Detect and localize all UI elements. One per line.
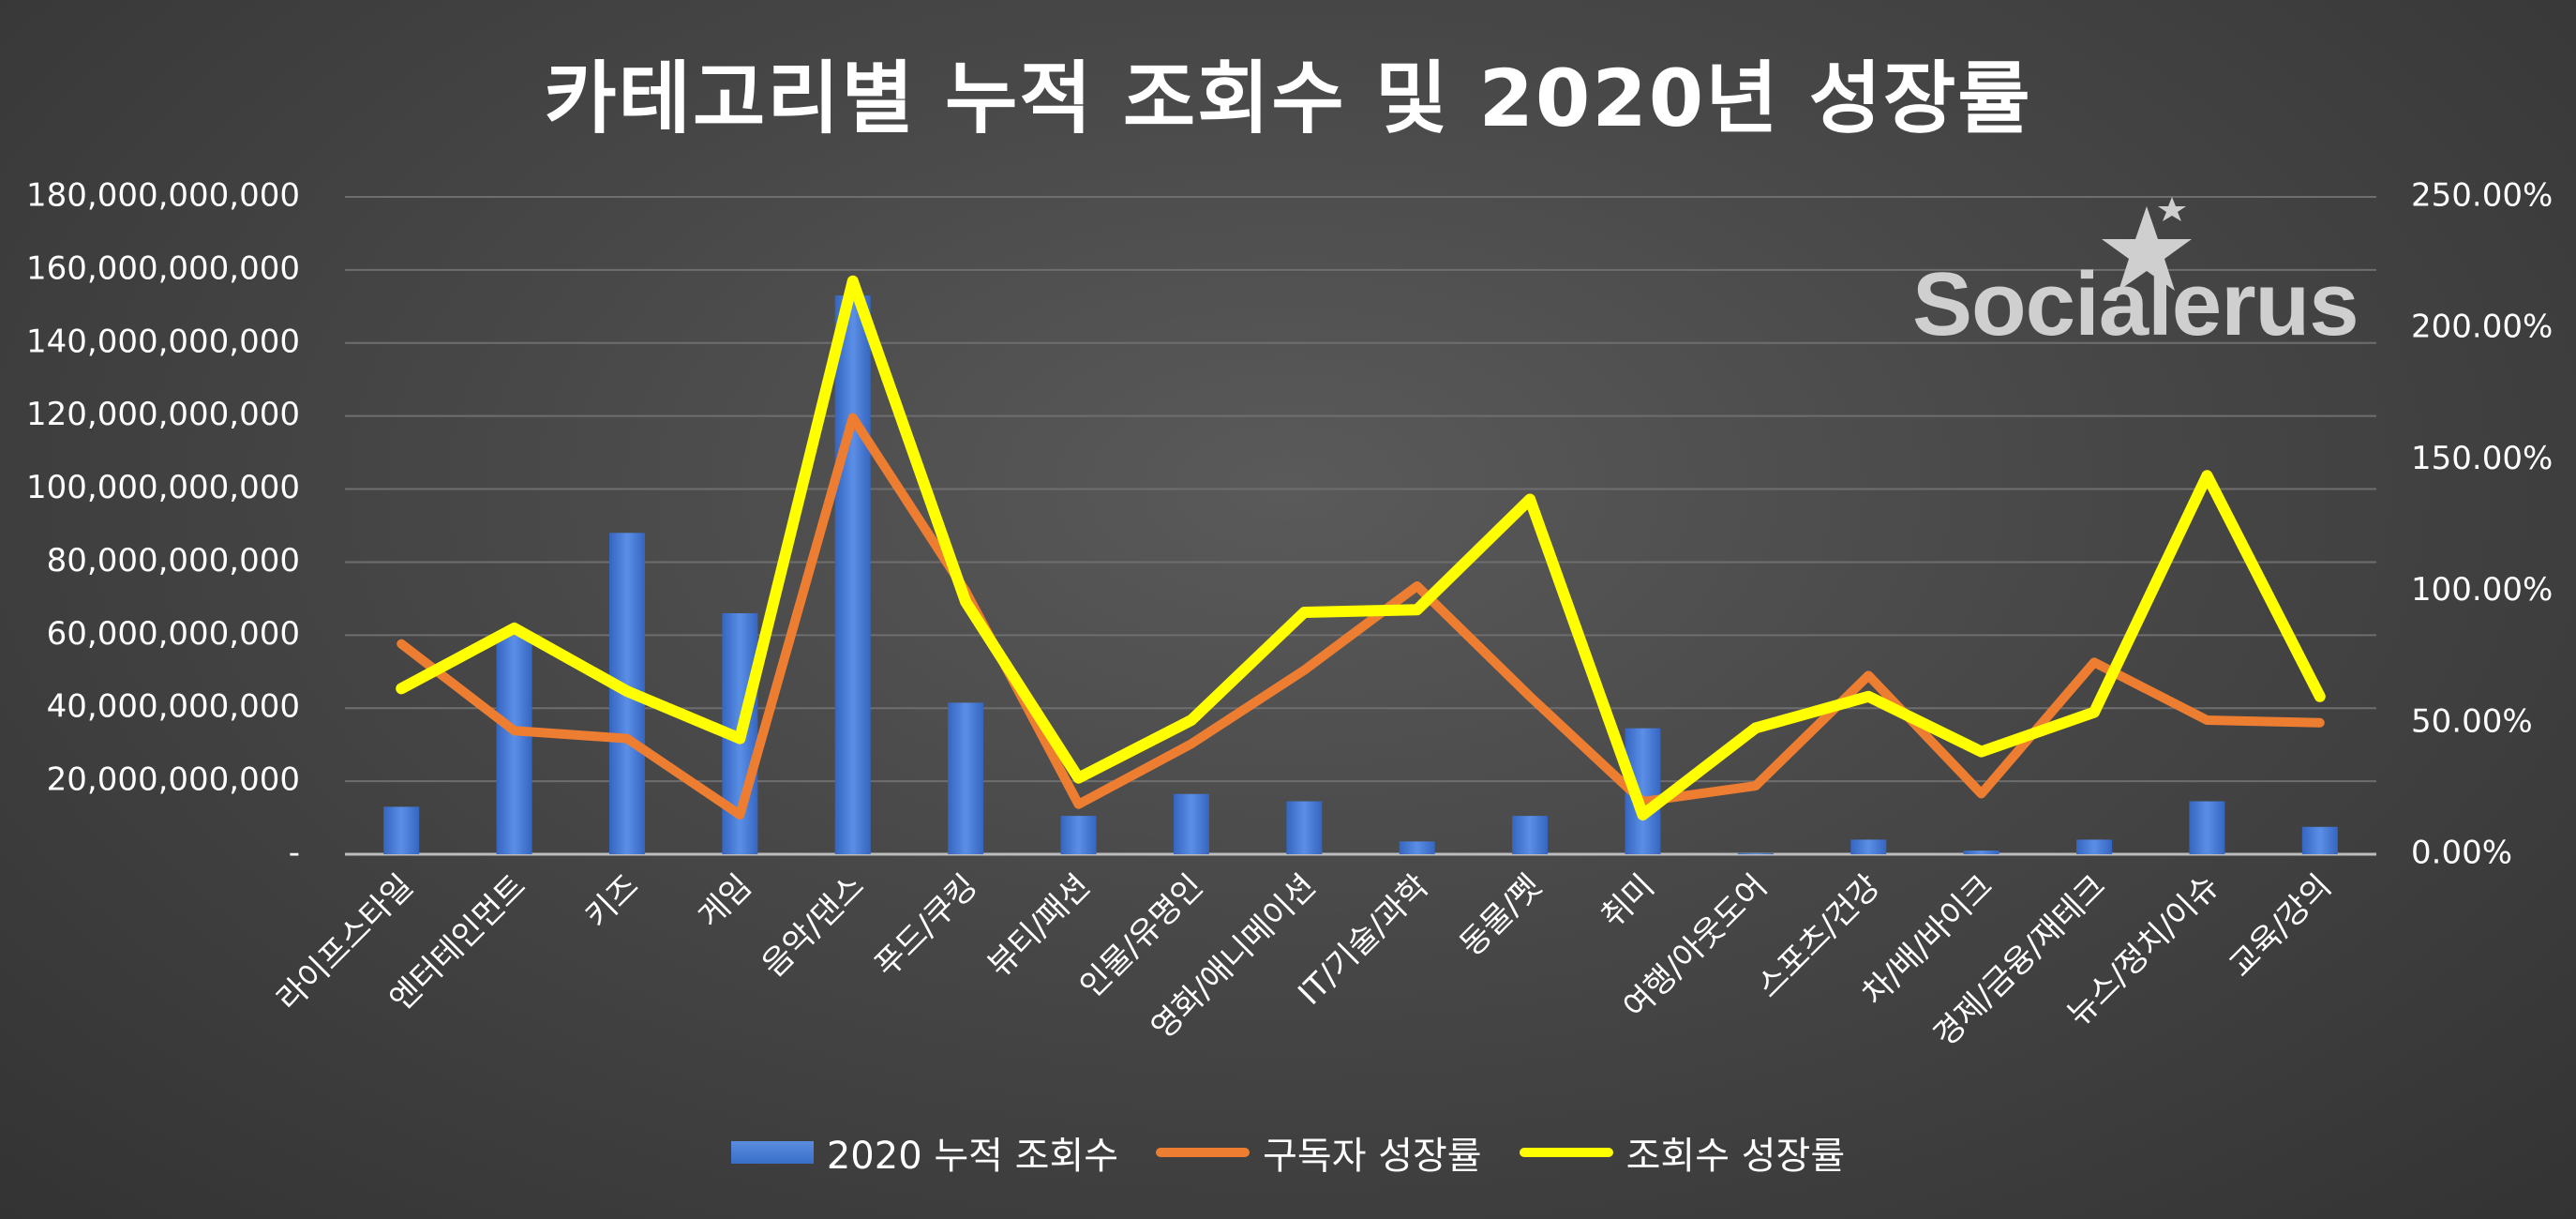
left-tick-label: 100,000,000,000: [26, 469, 300, 506]
bar-1: [496, 631, 532, 854]
left-tick-label: 120,000,000,000: [26, 396, 300, 433]
legend-item-views: 2020 누적 조회수: [730, 1125, 1119, 1180]
bar-10: [1512, 816, 1549, 854]
legend-label-views: 2020 누적 조회수: [826, 1135, 1119, 1178]
category-label: 뷰티/패션: [981, 867, 1098, 985]
bar-16: [2189, 801, 2225, 854]
grid-lines: [345, 196, 2376, 856]
right-tick-label: 250.00%: [2411, 177, 2553, 215]
right-tick-label: 200.00%: [2411, 309, 2553, 346]
view-growth-line: [396, 275, 2326, 820]
bar-9: [1399, 841, 1435, 854]
category-label: 음악/댄스: [755, 867, 872, 985]
legend-item-subscriber-growth: 구독자 성장률: [1156, 1125, 1482, 1180]
bar-17: [2301, 826, 2338, 854]
left-axis-ticks: - 20,000,000,000 40,000,000,000 60,000,000,…: [26, 177, 300, 872]
legend-label-subscriber-growth: 구독자 성장률: [1263, 1135, 1482, 1178]
line-series: [396, 275, 2326, 820]
legend-swatch-yellow: [1519, 1148, 1613, 1157]
left-tick-label: -: [289, 835, 300, 872]
chart-title: 카테고리별 누적 조회수 및 2020년 성장률: [544, 53, 2032, 144]
bar-4: [834, 295, 871, 854]
bar-15: [2076, 839, 2113, 854]
watermark-text: Socialerus: [1912, 254, 2359, 354]
chart-legend: 2020 누적 조회수 구독자 성장률 조회수 성장률: [0, 1125, 2576, 1180]
socialerus-logo: Socialerus: [1912, 197, 2359, 356]
category-label: 동물/펫: [1453, 867, 1550, 964]
bar-series: [383, 295, 2338, 854]
legend-item-view-growth: 조회수 성장률: [1519, 1125, 1846, 1180]
bar-12: [1737, 852, 1774, 854]
bar-13: [1850, 839, 1887, 854]
left-tick-label: 140,000,000,000: [26, 323, 300, 360]
legend-swatch-bar: [730, 1141, 814, 1164]
left-tick-label: 80,000,000,000: [47, 542, 300, 579]
bar-14: [1963, 850, 1999, 854]
legend-swatch-orange: [1156, 1148, 1251, 1157]
category-label: 키즈: [578, 867, 647, 936]
right-tick-label: 100.00%: [2411, 571, 2553, 609]
right-tick-label: 150.00%: [2411, 440, 2553, 477]
left-tick-label: 160,000,000,000: [26, 249, 300, 287]
right-axis-ticks: 0.00% 50.00% 100.00% 150.00% 200.00% 250.00%: [2411, 177, 2553, 872]
bar-0: [383, 806, 420, 854]
bar-7: [1173, 793, 1209, 854]
bar-8: [1286, 801, 1323, 854]
category-label: 교육/강의: [2222, 867, 2339, 985]
left-tick-label: 180,000,000,000: [26, 177, 300, 215]
left-tick-label: 60,000,000,000: [47, 615, 300, 653]
category-label: 취미: [1594, 867, 1662, 936]
star-icon: [2102, 197, 2192, 291]
right-tick-label: 0.00%: [2411, 835, 2512, 872]
subscriber-growth-line: [397, 413, 2325, 820]
right-tick-label: 50.00%: [2411, 702, 2533, 740]
left-tick-label: 20,000,000,000: [47, 761, 300, 799]
category-label: 푸드/쿠킹: [868, 867, 985, 985]
legend-label-view-growth: 조회수 성장률: [1625, 1135, 1846, 1178]
left-tick-label: 40,000,000,000: [47, 688, 300, 726]
bar-6: [1060, 816, 1097, 854]
bar-5: [948, 702, 984, 854]
category-label: 게임: [691, 867, 759, 936]
